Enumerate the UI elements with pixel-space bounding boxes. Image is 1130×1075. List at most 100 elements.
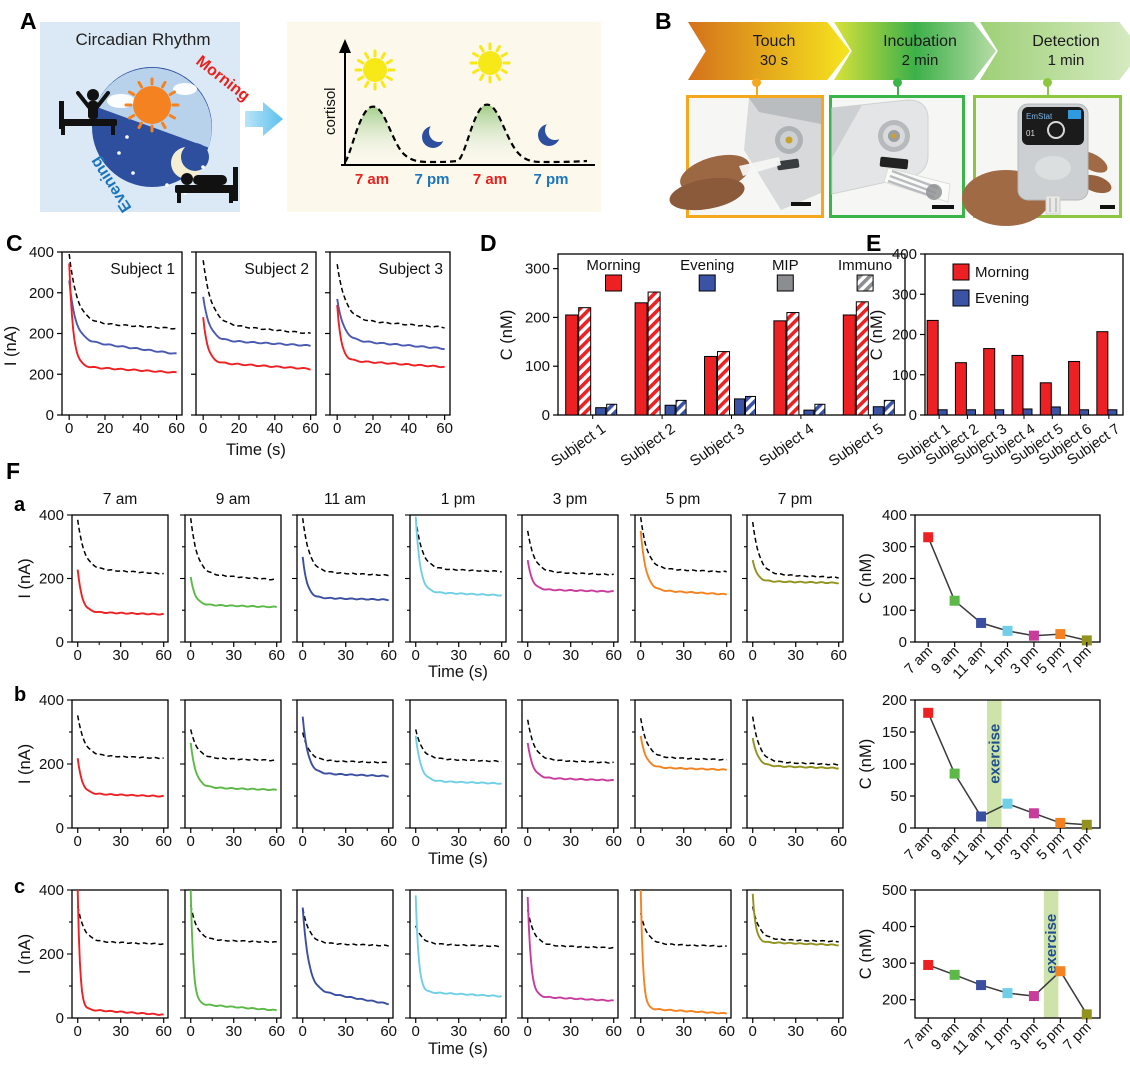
svg-text:60: 60 (605, 647, 622, 664)
svg-text:400: 400 (39, 882, 64, 899)
svg-text:Time (s): Time (s) (428, 850, 488, 868)
svg-text:3 pm: 3 pm (1008, 644, 1042, 678)
svg-text:0: 0 (299, 1023, 307, 1040)
svg-text:30: 30 (112, 1023, 129, 1040)
svg-text:0: 0 (199, 420, 207, 437)
svg-text:0: 0 (74, 1023, 82, 1040)
moon-icon (171, 143, 209, 179)
svg-text:0: 0 (333, 420, 341, 437)
svg-text:30: 30 (450, 647, 467, 664)
svg-text:200: 200 (29, 366, 54, 383)
svg-text:Subject 1: Subject 1 (110, 261, 175, 278)
svg-text:30: 30 (112, 647, 129, 664)
svg-text:7 pm: 7 pm (1060, 830, 1094, 864)
svg-text:0: 0 (637, 647, 645, 664)
svg-text:200: 200 (39, 756, 64, 773)
svg-text:50: 50 (890, 788, 907, 805)
sun-icon (124, 77, 180, 133)
svg-text:0: 0 (524, 833, 532, 850)
svg-text:60: 60 (718, 1023, 735, 1040)
reader-digits: 01 (1026, 129, 1035, 138)
svg-text:Evening: Evening (680, 257, 734, 274)
svg-text:3 pm: 3 pm (553, 491, 587, 508)
waking-person-bed-icon (59, 89, 117, 135)
connector-line (1047, 80, 1049, 96)
connector-line (756, 80, 758, 96)
svg-text:60: 60 (168, 420, 185, 437)
svg-text:1 pm: 1 pm (441, 491, 475, 508)
svg-text:1 pm: 1 pm (981, 830, 1015, 864)
svg-text:5 pm: 5 pm (1034, 830, 1068, 864)
svg-text:20: 20 (231, 420, 248, 437)
photo-detection: EmStat 01 (962, 95, 1122, 226)
svg-text:C (nM): C (nM) (857, 739, 875, 789)
svg-text:30: 30 (450, 833, 467, 850)
svg-text:Subject 3: Subject 3 (378, 261, 443, 278)
svg-text:60: 60 (718, 833, 735, 850)
svg-text:100: 100 (882, 602, 907, 619)
svg-text:40: 40 (400, 420, 417, 437)
cortisol-xlabel-1: 7 am (355, 171, 389, 188)
photo-touch (669, 95, 824, 218)
svg-text:300: 300 (882, 955, 907, 972)
svg-text:200: 200 (882, 992, 907, 1009)
svg-text:3 pm: 3 pm (1008, 1020, 1042, 1054)
row-label-c: c (14, 876, 26, 898)
svg-text:0: 0 (524, 647, 532, 664)
workflow-arrows: Touch 30 s Incubation 2 min Detection 1 … (688, 22, 1130, 80)
svg-text:100: 100 (892, 367, 917, 384)
svg-text:1 pm: 1 pm (981, 644, 1015, 678)
svg-text:0: 0 (899, 820, 907, 837)
svg-text:400: 400 (892, 246, 917, 263)
svg-text:0: 0 (412, 1023, 420, 1040)
step-detection-label: Detection (1032, 33, 1100, 50)
svg-text:0: 0 (542, 407, 550, 424)
svg-text:exercise: exercise (986, 724, 1003, 784)
step-incubation-label: Incubation (883, 33, 957, 50)
svg-text:400: 400 (39, 507, 64, 524)
svg-text:60: 60 (830, 647, 847, 664)
svg-text:0: 0 (909, 407, 917, 424)
panel-label-e: E (866, 230, 882, 256)
svg-text:60: 60 (268, 833, 285, 850)
connector-dot (1043, 78, 1052, 87)
svg-text:200: 200 (882, 692, 907, 709)
svg-text:0: 0 (637, 833, 645, 850)
svg-text:60: 60 (493, 1023, 510, 1040)
svg-text:0: 0 (412, 647, 420, 664)
svg-text:30: 30 (675, 833, 692, 850)
svg-text:30: 30 (450, 1023, 467, 1040)
svg-text:0: 0 (56, 634, 64, 651)
svg-text:Subject 1: Subject 1 (548, 420, 609, 470)
svg-text:0: 0 (637, 1023, 645, 1040)
moon-icon (422, 122, 449, 148)
svg-text:Subject 2: Subject 2 (244, 261, 309, 278)
svg-text:300: 300 (892, 286, 917, 303)
reader-label: EmStat (1026, 112, 1053, 121)
svg-text:0: 0 (65, 420, 73, 437)
svg-text:60: 60 (380, 1023, 397, 1040)
panel-label-c: C (6, 230, 23, 256)
svg-text:0: 0 (187, 1023, 195, 1040)
svg-text:20: 20 (365, 420, 382, 437)
svg-text:400: 400 (39, 692, 64, 709)
svg-text:Morning: Morning (586, 257, 640, 274)
moon-icon (538, 120, 565, 146)
sensor-strip-icon (883, 167, 951, 203)
panel-label-f: F (6, 458, 21, 484)
svg-text:60: 60 (830, 1023, 847, 1040)
svg-text:9 am: 9 am (216, 491, 250, 508)
cortisol-box (287, 22, 601, 212)
svg-text:0: 0 (749, 833, 757, 850)
svg-text:0: 0 (187, 647, 195, 664)
svg-text:I (nA): I (nA) (16, 934, 34, 974)
svg-text:Morning: Morning (975, 264, 1029, 281)
sun-icon (469, 42, 511, 84)
